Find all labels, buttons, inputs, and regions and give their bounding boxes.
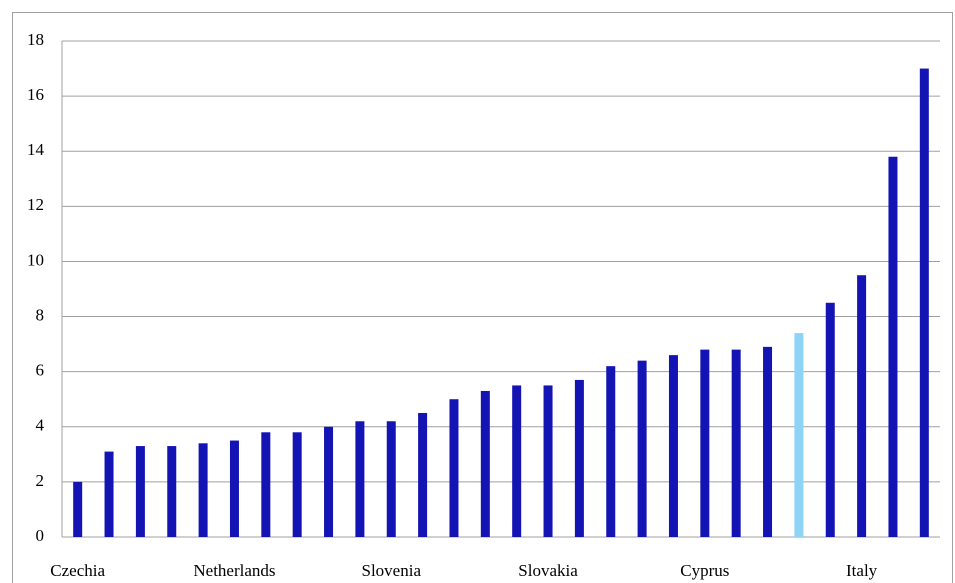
bar bbox=[104, 451, 114, 537]
bar bbox=[198, 443, 208, 537]
bar bbox=[763, 346, 773, 537]
y-tick-label: 12 bbox=[27, 195, 44, 214]
bar bbox=[637, 360, 647, 537]
bar bbox=[700, 349, 710, 537]
x-tick-label: Slovakia bbox=[518, 561, 578, 580]
bar bbox=[919, 68, 929, 538]
bar bbox=[888, 156, 898, 537]
bar bbox=[825, 302, 835, 537]
bar bbox=[135, 446, 145, 537]
bar bbox=[292, 432, 302, 537]
chart-border bbox=[12, 12, 953, 583]
y-tick-label: 14 bbox=[27, 140, 45, 159]
bar bbox=[418, 413, 428, 537]
bar bbox=[668, 355, 678, 537]
bar bbox=[574, 379, 584, 537]
y-tick-label: 16 bbox=[27, 85, 44, 104]
bar bbox=[449, 399, 459, 537]
x-tick-label: Czechia bbox=[50, 561, 105, 580]
y-tick-label: 8 bbox=[36, 305, 45, 324]
bar bbox=[543, 385, 553, 537]
bar bbox=[261, 432, 271, 537]
x-tick-label: Slovenia bbox=[362, 561, 422, 580]
y-tick-label: 18 bbox=[27, 30, 44, 49]
bar bbox=[512, 385, 522, 537]
y-tick-label: 0 bbox=[36, 526, 45, 545]
bar bbox=[167, 446, 177, 537]
y-tick-label: 4 bbox=[36, 416, 45, 435]
x-tick-label: Cyprus bbox=[680, 561, 729, 580]
x-tick-label: Netherlands bbox=[193, 561, 275, 580]
bar bbox=[857, 275, 867, 537]
y-tick-label: 2 bbox=[36, 471, 45, 490]
bar bbox=[794, 333, 804, 537]
bar bbox=[73, 481, 83, 537]
bar bbox=[386, 421, 396, 537]
bar bbox=[229, 440, 239, 537]
bar bbox=[355, 421, 365, 537]
x-tick-label: Italy bbox=[846, 561, 878, 580]
bar bbox=[480, 390, 490, 537]
bar bbox=[731, 349, 741, 537]
bar bbox=[606, 366, 616, 537]
y-tick-label: 6 bbox=[36, 361, 45, 380]
bar bbox=[324, 426, 334, 537]
y-tick-label: 10 bbox=[27, 250, 44, 269]
